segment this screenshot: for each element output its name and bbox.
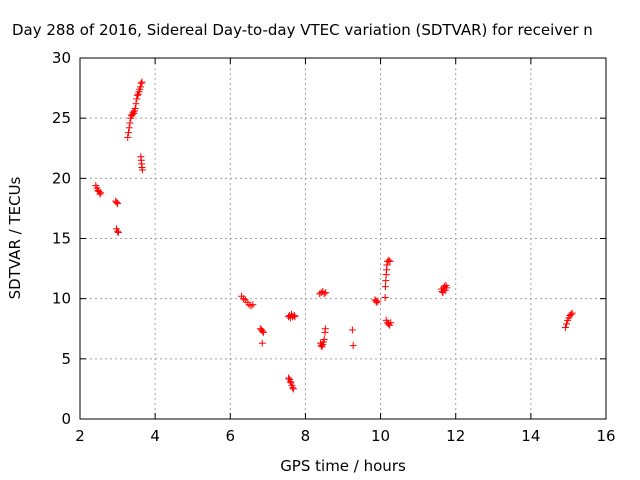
data-point — [290, 312, 298, 320]
data-point — [349, 342, 357, 350]
data-point — [289, 384, 297, 392]
x-tick-label: 10 — [371, 427, 390, 445]
data-point — [289, 385, 297, 393]
data-point — [387, 319, 395, 327]
data-point — [438, 287, 446, 295]
data-point — [124, 129, 132, 137]
data-point — [382, 277, 390, 285]
data-point — [126, 119, 134, 127]
data-point — [567, 310, 575, 318]
data-point — [113, 198, 121, 206]
x-tick-label: 12 — [446, 427, 465, 445]
y-tick-label: 20 — [52, 169, 71, 187]
y-tick-label: 25 — [52, 109, 71, 127]
data-point — [133, 95, 141, 103]
data-point — [258, 339, 266, 347]
x-axis-label: GPS time / hours — [280, 457, 406, 475]
data-point — [381, 283, 389, 291]
chart-title: Day 288 of 2016, Sidereal Day-to-day VTE… — [12, 21, 593, 39]
data-point — [137, 79, 145, 87]
y-tick-label: 10 — [52, 290, 71, 308]
data-point — [249, 301, 257, 309]
data-point — [386, 257, 394, 265]
data-point — [114, 227, 122, 235]
data-point — [114, 200, 122, 208]
data-point — [114, 228, 122, 236]
data-point — [383, 261, 391, 269]
x-tick-label: 2 — [75, 427, 85, 445]
data-point — [321, 325, 329, 333]
data-point — [96, 190, 104, 198]
x-tick-label: 4 — [150, 427, 160, 445]
y-tick-label: 15 — [52, 230, 71, 248]
axis-ticks: 2 4 6 8 10 12 14 16 0 5 10 15 20 25 30 — [52, 49, 616, 445]
data-point — [125, 124, 133, 132]
data-point — [385, 256, 393, 264]
data-point — [136, 83, 144, 91]
data-point — [320, 290, 328, 298]
data-point — [259, 328, 267, 336]
data-point — [247, 302, 255, 310]
data-point — [291, 313, 299, 321]
x-tick-label: 6 — [226, 427, 236, 445]
y-axis-label: SDTVAR / TECUs — [6, 176, 24, 299]
data-point — [129, 108, 137, 116]
y-tick-label: 5 — [61, 350, 71, 368]
data-point — [317, 342, 325, 350]
data-point — [259, 327, 267, 335]
x-tick-label: 8 — [301, 427, 311, 445]
data-point — [320, 336, 328, 344]
data-point — [133, 91, 141, 99]
data-point — [348, 326, 356, 334]
data-point — [138, 78, 146, 86]
data-point — [97, 189, 105, 197]
plot-frame — [79, 57, 607, 420]
y-tick-label: 30 — [52, 49, 71, 67]
x-tick-label: 16 — [596, 427, 615, 445]
data-point — [322, 289, 330, 297]
data-points — [92, 78, 576, 393]
data-point — [286, 378, 294, 386]
data-point — [563, 320, 571, 328]
data-point — [443, 284, 451, 292]
data-point — [373, 298, 381, 306]
data-point — [381, 293, 389, 301]
data-point — [568, 309, 576, 317]
grid — [80, 58, 606, 419]
data-point — [131, 105, 139, 113]
data-point — [285, 374, 293, 382]
data-point — [124, 133, 132, 141]
x-tick-label: 14 — [521, 427, 540, 445]
y-tick-label: 0 — [61, 410, 71, 428]
data-point — [132, 100, 140, 108]
data-point — [138, 166, 146, 174]
data-point — [561, 324, 569, 332]
data-point — [374, 297, 382, 305]
